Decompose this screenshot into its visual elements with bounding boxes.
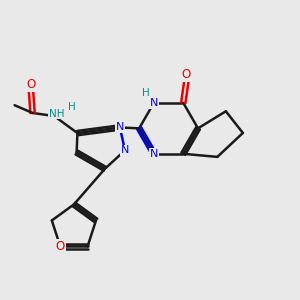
Text: N: N	[150, 149, 158, 159]
Text: N: N	[121, 146, 129, 155]
Text: O: O	[182, 68, 191, 81]
Text: N: N	[116, 122, 124, 133]
Text: O: O	[26, 78, 36, 91]
Text: H: H	[142, 88, 150, 98]
Text: N: N	[150, 98, 158, 108]
Text: H: H	[68, 102, 76, 112]
Text: O: O	[56, 240, 65, 253]
Text: NH: NH	[49, 109, 64, 118]
